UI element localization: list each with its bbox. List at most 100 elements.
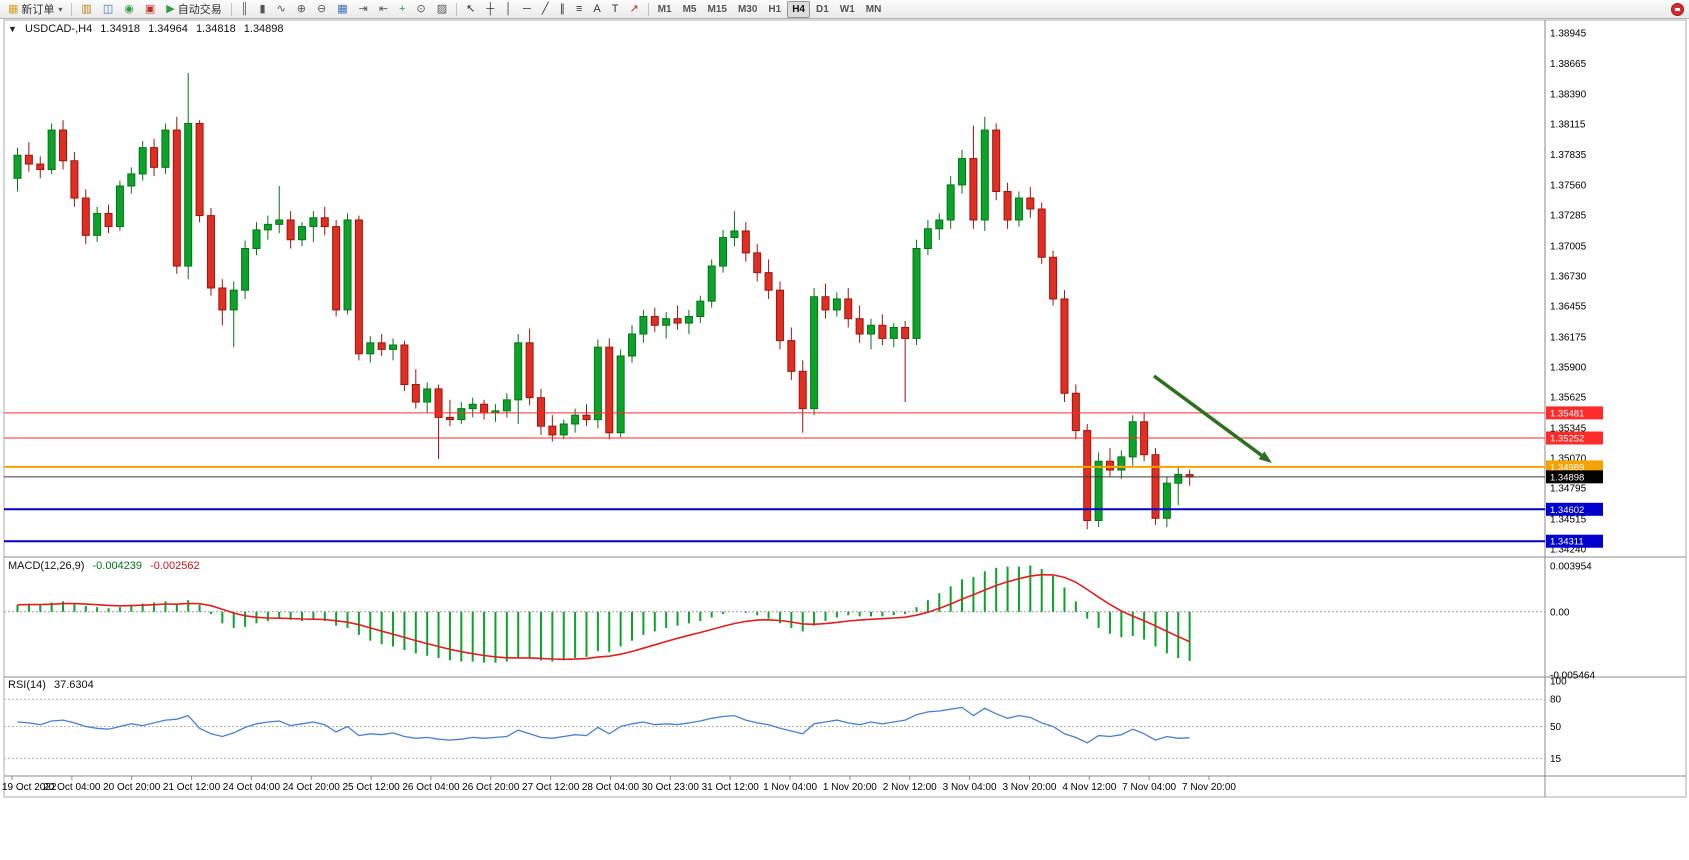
candle [377,342,386,350]
candle [741,230,750,254]
chart-shift-icon[interactable]: ⇤ [378,3,389,15]
candle [389,344,398,350]
toolbar-separator [71,2,73,16]
profiles-icon[interactable]: ◫ [102,3,114,15]
axis-label: 1.38945 [1550,29,1587,40]
timeframe-h1[interactable]: H1 [768,3,782,15]
axis-label: 31 Oct 12:00 [702,782,760,793]
market-watch-icon[interactable]: ◉ [124,3,134,15]
macd-signal-value: -0.002562 [150,560,200,572]
candle [582,414,591,421]
axis-label: 1.36455 [1550,302,1587,313]
candle [332,226,341,311]
candle [878,324,887,339]
axis-label: 1 Nov 20:00 [823,782,877,793]
label-icon[interactable]: T [611,3,619,15]
timeframe-d1[interactable]: D1 [815,3,829,15]
axis-label: 1.35345 [1550,423,1587,434]
timeframe-h4[interactable]: H4 [787,0,810,18]
bar-chart-icon[interactable]: ║ [240,3,249,15]
axis-label: 1.37285 [1550,211,1587,222]
auto-trading-button[interactable]: ▶ 自动交易 [166,3,222,16]
axis-label: 1.35625 [1550,393,1587,404]
candle [1071,392,1080,432]
axis-label: 100 [1550,677,1567,688]
arrows-icon[interactable]: ↗ [629,3,639,15]
horizontal-line-icon[interactable]: ─ [523,3,531,15]
charts-icon[interactable]: ▥ [81,3,92,15]
axis-label: 2 Nov 12:00 [883,782,937,793]
indicators-icon[interactable]: + [399,3,406,15]
candlestick-icon[interactable]: ▮ [259,3,266,15]
zoom-out-icon[interactable]: ⊖ [317,3,327,15]
macd-signal-line [17,573,1190,661]
candle [400,344,409,385]
candle [912,248,921,339]
timeframe-m1[interactable]: M1 [657,3,672,15]
templates-icon[interactable]: ▨ [436,3,448,15]
candle [514,342,523,401]
text-icon[interactable]: A [593,3,601,15]
axis-label: 1.34602 [1550,505,1584,516]
navigator-icon[interactable]: ▣ [144,3,156,15]
periods-icon[interactable]: ⊙ [416,3,426,15]
rsi-value: 37.6304 [53,679,94,691]
price-tag [1546,460,1603,474]
new-order-button[interactable]: ▦ 新订单 ▾ [8,3,63,16]
candle [138,147,147,175]
price-tag [1546,534,1603,548]
candle [980,129,989,221]
axis-label: 1.35481 [1550,408,1584,419]
trend-arrow-head [1258,451,1272,463]
cursor-icon[interactable]: ↖ [466,3,476,15]
candle [411,383,420,403]
axis-label: 26 Oct 20:00 [462,782,520,793]
axis-label: -0.005464 [1550,671,1595,682]
axis-label: 20 Oct 04:00 [43,782,101,793]
axis-label: 1.35900 [1550,362,1587,373]
axis-label: 1 Nov 04:00 [763,782,817,793]
fibonacci-icon[interactable]: ≡ [575,3,583,15]
candle [1037,208,1046,258]
timeframe-mn[interactable]: MN [865,3,882,15]
candle [1026,197,1035,210]
line-chart-icon[interactable]: ∿ [276,3,286,15]
candle [536,397,545,427]
chart-window-border [3,19,1687,798]
candle [810,296,819,410]
timeframe-m15[interactable]: M15 [707,3,727,15]
candle [525,342,534,399]
auto-scroll-icon[interactable]: ⇥ [358,3,368,15]
axis-label: 1.35070 [1550,453,1587,464]
axis-label: 4 Nov 12:00 [1062,782,1116,793]
timeframe-w1[interactable]: W1 [839,3,855,15]
candle [47,129,56,171]
axis-label: 80 [1550,695,1562,706]
candle [480,403,489,414]
channel-icon[interactable]: ∥ [559,3,565,15]
zoom-in-icon[interactable]: ⊕ [296,3,307,15]
timeframe-m5[interactable]: M5 [682,3,697,15]
candle [1003,190,1012,221]
auto-trading-icon: ▶ [166,3,175,15]
news-indicator-icon[interactable] [1671,3,1684,16]
candle [354,219,363,355]
candle [775,289,784,342]
axis-label: 19 Oct 2022 [2,782,57,793]
candle [946,184,955,221]
vertical-line-icon[interactable]: │ [505,3,513,15]
axis-label: 1.36175 [1550,332,1587,343]
trend-arrow[interactable] [1152,374,1263,457]
toolbar: ▦ 新订单 ▾ ▥ ◫ ◉ ▣ ▶ 自动交易 ║ ▮ ∿ ⊕ ⊖ ▦ ⇥ ⇤ + ⊙ ▨ ↖ ┼ │ ─ ╱ ∥ ≡ A T ↗ … [0,0,1689,19]
tile-windows-icon[interactable]: ▦ [337,3,348,15]
candle [696,300,705,317]
trendline-icon[interactable]: ╱ [541,3,549,15]
candle [502,399,511,412]
rsi-name: RSI(14) [8,679,46,691]
crosshair-icon[interactable]: ┼ [486,3,495,15]
timeframe-m30[interactable]: M30 [737,3,758,15]
new-order-icon: ▦ [8,3,19,15]
price-tag [1546,470,1603,484]
chart-collapse-icon[interactable]: ▼ [8,24,17,34]
